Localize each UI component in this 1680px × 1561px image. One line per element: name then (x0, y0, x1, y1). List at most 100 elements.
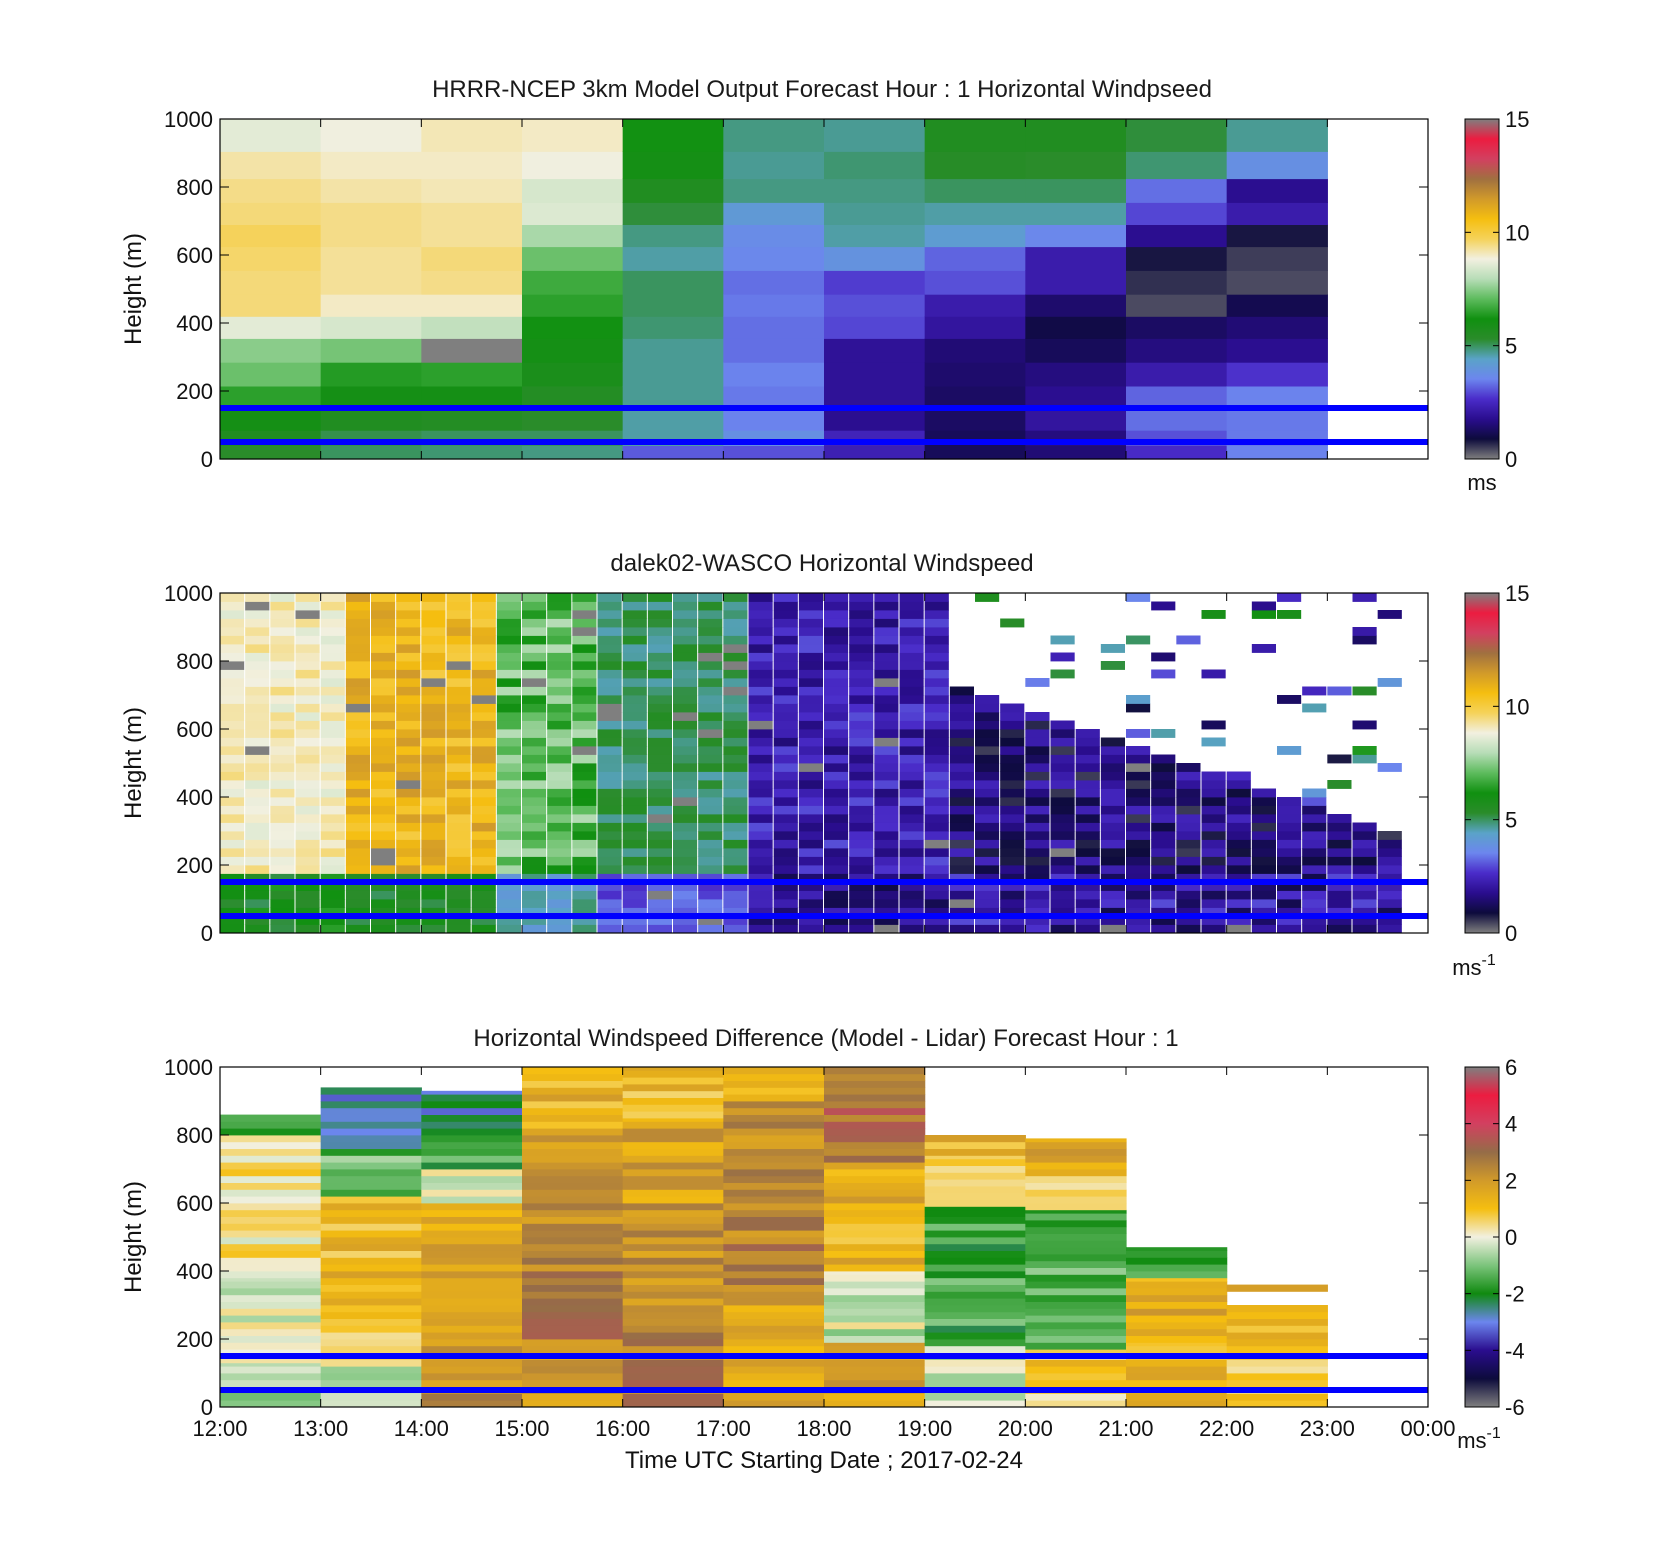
heatmap-cell (1100, 780, 1125, 789)
heatmap-cell (622, 1230, 724, 1238)
heatmap-cell (723, 202, 825, 225)
heatmap-cell (773, 839, 798, 849)
heatmap-cell (874, 703, 899, 713)
heatmap-cell (220, 1189, 322, 1197)
heatmap-cell (1025, 873, 1050, 883)
heatmap-cell (396, 797, 421, 806)
heatmap-cell (698, 848, 723, 857)
heatmap-cell (723, 1162, 825, 1170)
heatmap-cell (622, 1271, 724, 1279)
heatmap-cell (220, 1379, 322, 1387)
heatmap-cell (824, 1203, 926, 1211)
heatmap-cell (824, 1250, 926, 1258)
heatmap-cell (220, 1135, 322, 1143)
heatmap-cell (270, 916, 295, 925)
heatmap-cell (547, 924, 572, 934)
heatmap-cell (1176, 924, 1201, 934)
heatmap-cell (1050, 865, 1075, 874)
heatmap-cell (1302, 890, 1327, 900)
heatmap-cell (572, 729, 597, 738)
heatmap-cell (1277, 593, 1302, 602)
heatmap-cell (798, 652, 823, 662)
heatmap-cell (320, 362, 422, 387)
heatmap-cell (320, 1291, 422, 1299)
heatmap-cell (874, 873, 899, 883)
heatmap-cell (1277, 882, 1302, 891)
heatmap-cell (874, 865, 899, 874)
heatmap-cell (220, 780, 245, 789)
heatmap-cell (320, 839, 345, 849)
heatmap-cell (899, 907, 924, 917)
heatmap-cell (622, 848, 647, 857)
heatmap-cell (320, 1223, 422, 1231)
heatmap-cell (1151, 839, 1176, 849)
heatmap-cell (975, 907, 1000, 917)
heatmap-cell (1025, 754, 1050, 764)
heatmap-cell (220, 1349, 322, 1357)
heatmap-cell (748, 763, 773, 772)
heatmap-cell (622, 1169, 724, 1177)
heatmap-cell (824, 882, 849, 891)
heatmap-cell (673, 907, 698, 917)
heatmap-cell (220, 890, 245, 900)
heatmap-cell (1126, 1345, 1228, 1353)
heatmap-cell (446, 907, 471, 917)
heatmap-cell (1025, 814, 1050, 823)
heatmap-cell (421, 1175, 523, 1183)
heatmap-cell (547, 678, 572, 687)
heatmap-cell (1377, 916, 1402, 925)
heatmap-cell (1025, 1379, 1127, 1387)
heatmap-cell (522, 1114, 624, 1122)
heatmap-cell (547, 695, 572, 704)
y-tick-label: 1000 (164, 1055, 213, 1080)
heatmap-cell (622, 635, 647, 645)
heatmap-cell (849, 618, 874, 628)
heatmap-cell (723, 797, 748, 806)
heatmap-cell (673, 788, 698, 798)
heatmap-cell (1226, 119, 1328, 152)
heatmap-cell (723, 1400, 825, 1408)
heatmap-cell (824, 788, 849, 798)
heatmap-cell (622, 593, 647, 602)
heatmap-cell (1025, 270, 1127, 295)
heatmap-cell (220, 1203, 322, 1211)
heatmap-cell (220, 610, 245, 619)
heatmap-cell (220, 729, 245, 738)
heatmap-cell (421, 1393, 523, 1401)
heatmap-cell (1176, 848, 1201, 857)
heatmap-cell (798, 822, 823, 832)
heatmap-cell (496, 848, 521, 857)
heatmap-cell (522, 224, 624, 248)
heatmap-cell (673, 754, 698, 764)
heatmap-cell (723, 1271, 825, 1279)
heatmap-cell (773, 678, 798, 687)
heatmap-cell (723, 678, 748, 687)
heatmap-cell (1176, 865, 1201, 874)
heatmap-cell (849, 644, 874, 653)
heatmap-cell (345, 703, 370, 713)
heatmap-cell (220, 1281, 322, 1289)
heatmap-cell (824, 924, 849, 934)
heatmap-cell (446, 593, 471, 602)
heatmap-cell (748, 780, 773, 789)
heatmap-cell (1251, 848, 1276, 857)
heatmap-cell (824, 1135, 926, 1143)
heatmap-cell (396, 746, 421, 755)
heatmap-cell (220, 1264, 322, 1272)
heatmap-cell (647, 652, 672, 662)
heatmap-cell (874, 593, 899, 602)
heatmap-cell (622, 1379, 724, 1387)
heatmap-cell (798, 865, 823, 874)
heatmap-cell (1327, 831, 1352, 840)
heatmap-cell (924, 445, 1026, 460)
heatmap-cell (270, 856, 295, 866)
heatmap-cell (824, 119, 926, 152)
heatmap-cell (371, 924, 396, 934)
heatmap-cell (849, 780, 874, 789)
heatmap-cell (1025, 1301, 1127, 1309)
heatmap-cell (798, 916, 823, 925)
heatmap-cell (496, 610, 521, 619)
heatmap-cell (345, 618, 370, 628)
